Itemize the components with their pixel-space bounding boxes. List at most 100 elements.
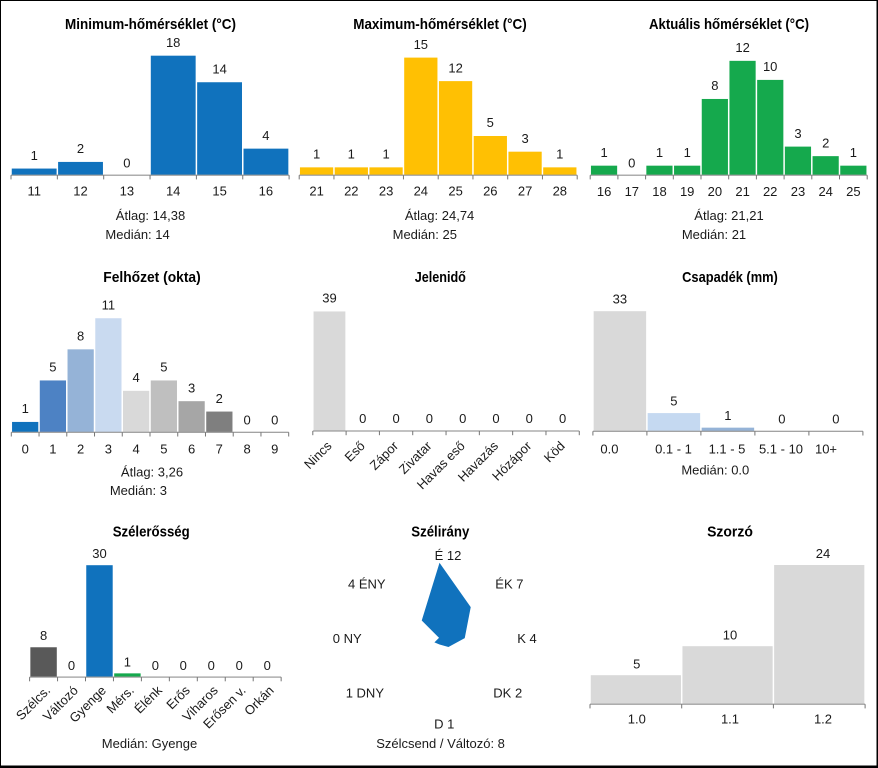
svg-text:8: 8	[77, 329, 84, 344]
svg-text:Minimum-hőmérséklet (°C): Minimum-hőmérséklet (°C)	[65, 16, 236, 33]
svg-text:22: 22	[763, 184, 777, 199]
svg-text:27: 27	[518, 184, 532, 199]
svg-text:0: 0	[359, 411, 366, 426]
svg-text:5: 5	[633, 656, 640, 671]
svg-text:4: 4	[132, 441, 139, 456]
svg-text:16: 16	[259, 184, 273, 199]
svg-text:11: 11	[102, 297, 116, 312]
svg-text:0: 0	[180, 658, 187, 673]
svg-text:12: 12	[73, 184, 87, 199]
svg-text:0.0: 0.0	[600, 441, 618, 456]
svg-text:Szélcsend / Változó: 8: Szélcsend / Változó: 8	[376, 736, 505, 751]
svg-text:1: 1	[22, 401, 29, 416]
svg-text:Szélirány: Szélirány	[411, 524, 470, 541]
svg-text:5: 5	[160, 360, 167, 375]
svg-text:17: 17	[625, 184, 639, 199]
svg-text:23: 23	[791, 184, 805, 199]
svg-text:1: 1	[684, 145, 691, 160]
svg-text:18: 18	[166, 35, 180, 50]
svg-text:23: 23	[379, 184, 393, 199]
svg-text:0: 0	[123, 155, 130, 170]
svg-text:30: 30	[92, 546, 106, 561]
svg-text:Medián: 0.0: Medián: 0.0	[681, 463, 749, 478]
svg-text:Medián: 21: Medián: 21	[682, 227, 746, 242]
svg-text:5: 5	[49, 360, 56, 375]
svg-text:1: 1	[656, 145, 663, 160]
svg-text:0: 0	[264, 658, 271, 673]
svg-text:3: 3	[105, 441, 112, 456]
svg-text:Maximum-hőmérséklet (°C): Maximum-hőmérséklet (°C)	[353, 16, 527, 33]
svg-text:39: 39	[322, 291, 336, 306]
svg-text:18: 18	[652, 184, 666, 199]
svg-text:14: 14	[166, 184, 180, 199]
svg-text:9: 9	[271, 441, 278, 456]
svg-text:D 1: D 1	[434, 716, 454, 731]
svg-text:1: 1	[600, 145, 607, 160]
svg-text:DK 2: DK 2	[493, 686, 522, 701]
svg-text:1.1: 1.1	[721, 712, 739, 727]
svg-text:5.1 - 10: 5.1 - 10	[759, 441, 803, 456]
svg-text:0.1 - 1: 0.1 - 1	[655, 441, 692, 456]
svg-text:1: 1	[124, 654, 131, 669]
svg-text:10: 10	[763, 59, 777, 74]
svg-text:1: 1	[382, 147, 389, 162]
svg-text:5: 5	[160, 441, 167, 456]
svg-text:12: 12	[448, 60, 462, 75]
svg-text:5: 5	[487, 115, 494, 130]
svg-text:19: 19	[680, 184, 694, 199]
svg-text:0: 0	[236, 658, 243, 673]
svg-text:7: 7	[216, 441, 223, 456]
svg-text:Szorzó: Szorzó	[707, 524, 753, 541]
svg-text:0: 0	[22, 441, 29, 456]
svg-text:15: 15	[414, 37, 428, 52]
svg-text:0: 0	[492, 411, 499, 426]
svg-text:1: 1	[313, 147, 320, 162]
svg-text:33: 33	[613, 291, 627, 306]
svg-text:3: 3	[521, 131, 528, 146]
svg-text:3: 3	[188, 380, 195, 395]
svg-text:Átlag: 24,74: Átlag: 24,74	[405, 208, 474, 223]
svg-text:Medián: 25: Medián: 25	[393, 227, 457, 242]
svg-text:3: 3	[794, 126, 801, 141]
svg-text:14: 14	[212, 61, 226, 76]
svg-text:10: 10	[723, 627, 737, 642]
svg-text:Aktuális hőmérséklet (°C): Aktuális hőmérséklet (°C)	[649, 16, 809, 33]
svg-text:8: 8	[40, 628, 47, 643]
svg-text:2: 2	[77, 141, 84, 156]
svg-text:2: 2	[77, 441, 84, 456]
svg-text:4: 4	[132, 370, 139, 385]
svg-text:1.0: 1.0	[628, 712, 646, 727]
svg-text:Átlag: 21,21: Átlag: 21,21	[694, 208, 763, 223]
svg-text:0: 0	[778, 412, 785, 427]
svg-text:16: 16	[597, 184, 611, 199]
svg-text:24: 24	[818, 184, 832, 199]
svg-text:5: 5	[670, 393, 677, 408]
svg-text:0: 0	[459, 411, 466, 426]
svg-text:1: 1	[31, 148, 38, 163]
svg-text:Jelenidő: Jelenidő	[415, 269, 466, 286]
svg-text:0: 0	[526, 411, 533, 426]
svg-text:1: 1	[348, 147, 355, 162]
svg-text:25: 25	[846, 184, 860, 199]
svg-text:0 NY: 0 NY	[333, 631, 362, 646]
svg-text:25: 25	[448, 184, 462, 199]
svg-text:12: 12	[735, 40, 749, 55]
svg-text:21: 21	[735, 184, 749, 199]
svg-text:Medián: 14: Medián: 14	[105, 227, 169, 242]
svg-text:Szélerősség: Szélerősség	[113, 524, 190, 541]
svg-text:4: 4	[262, 128, 269, 143]
svg-text:Átlag: 14,38: Átlag: 14,38	[116, 208, 185, 223]
svg-text:0: 0	[628, 155, 635, 170]
svg-text:2: 2	[216, 391, 223, 406]
svg-text:1: 1	[724, 408, 731, 423]
svg-text:0: 0	[832, 412, 839, 427]
svg-text:24: 24	[816, 546, 830, 561]
svg-text:11: 11	[27, 184, 41, 199]
svg-text:2: 2	[822, 135, 829, 150]
svg-text:0: 0	[152, 658, 159, 673]
svg-text:24: 24	[414, 184, 428, 199]
svg-text:15: 15	[212, 184, 226, 199]
svg-text:4 ÉNY: 4 ÉNY	[348, 576, 386, 591]
svg-text:6: 6	[188, 441, 195, 456]
svg-text:20: 20	[708, 184, 722, 199]
